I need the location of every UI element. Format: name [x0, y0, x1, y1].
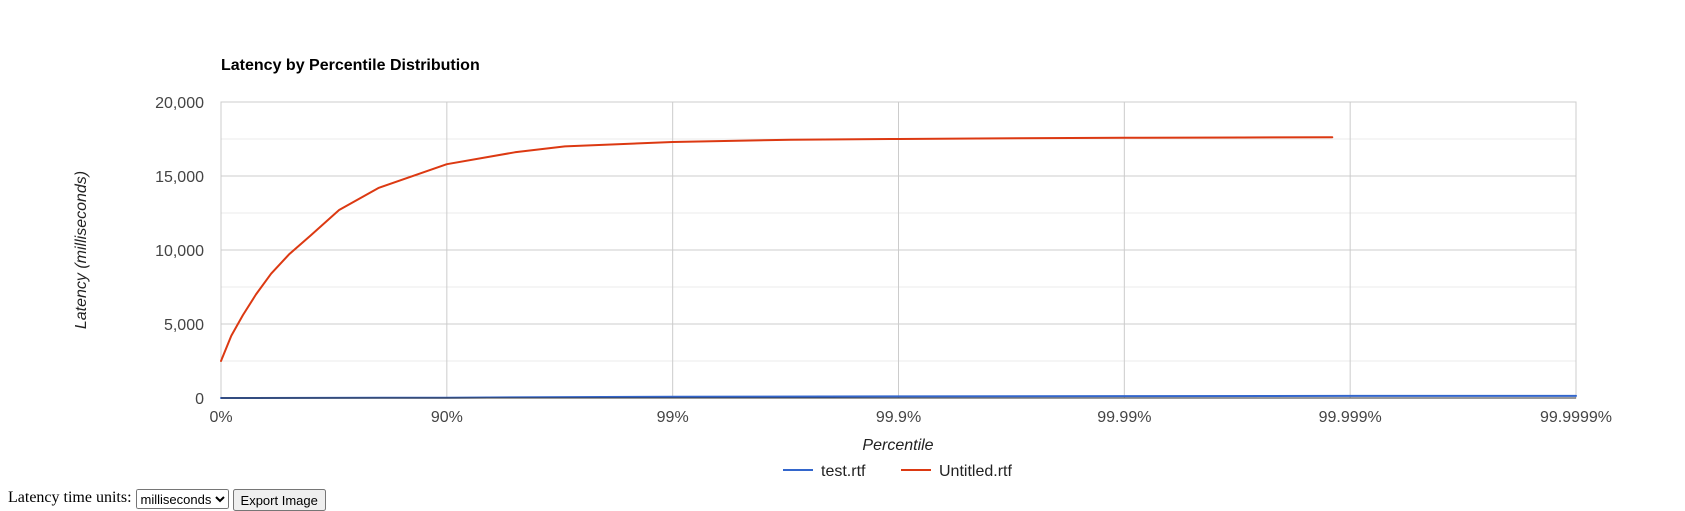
y-tick-label: 20,000: [155, 95, 204, 112]
legend: test.rtf Untitled.rtf: [783, 463, 1012, 480]
legend-label-2: Untitled.rtf: [939, 463, 1012, 480]
x-tick-label: 99%: [657, 409, 689, 426]
x-axis-ticks: 0% 90% 99% 99.9% 99.99% 99.999% 99.9999%: [209, 409, 1612, 426]
y-axis-label: Latency (milliseconds): [73, 171, 90, 329]
x-axis-label: Percentile: [862, 437, 933, 454]
y-tick-label: 15,000: [155, 169, 204, 186]
x-tick-label: 90%: [431, 409, 463, 426]
units-label: Latency time units:: [8, 489, 132, 506]
y-tick-label: 0: [195, 391, 204, 408]
x-tick-label: 99.999%: [1319, 409, 1382, 426]
x-tick-label: 99.99%: [1097, 409, 1151, 426]
x-tick-label: 99.9999%: [1540, 409, 1612, 426]
chart-title: Latency by Percentile Distribution: [221, 57, 480, 74]
x-tick-label: 99.9%: [876, 409, 921, 426]
latency-chart: Latency by Percentile Distribution 0 5,00…: [73, 57, 1612, 480]
y-axis-ticks: 0 5,000 10,000 15,000 20,000: [155, 95, 204, 408]
y-tick-label: 5,000: [164, 317, 204, 334]
series-layer: [220, 136, 1577, 399]
export-image-button[interactable]: Export Image: [232, 489, 326, 511]
x-tick-label: 0%: [209, 409, 232, 426]
controls-bar: Latency time units: milliseconds Export …: [8, 489, 326, 511]
series-line-2: [220, 136, 1334, 362]
y-tick-label: 10,000: [155, 243, 204, 260]
units-select[interactable]: milliseconds: [135, 489, 229, 509]
major-gridlines: [220, 101, 1577, 399]
legend-label-1: test.rtf: [821, 463, 866, 480]
